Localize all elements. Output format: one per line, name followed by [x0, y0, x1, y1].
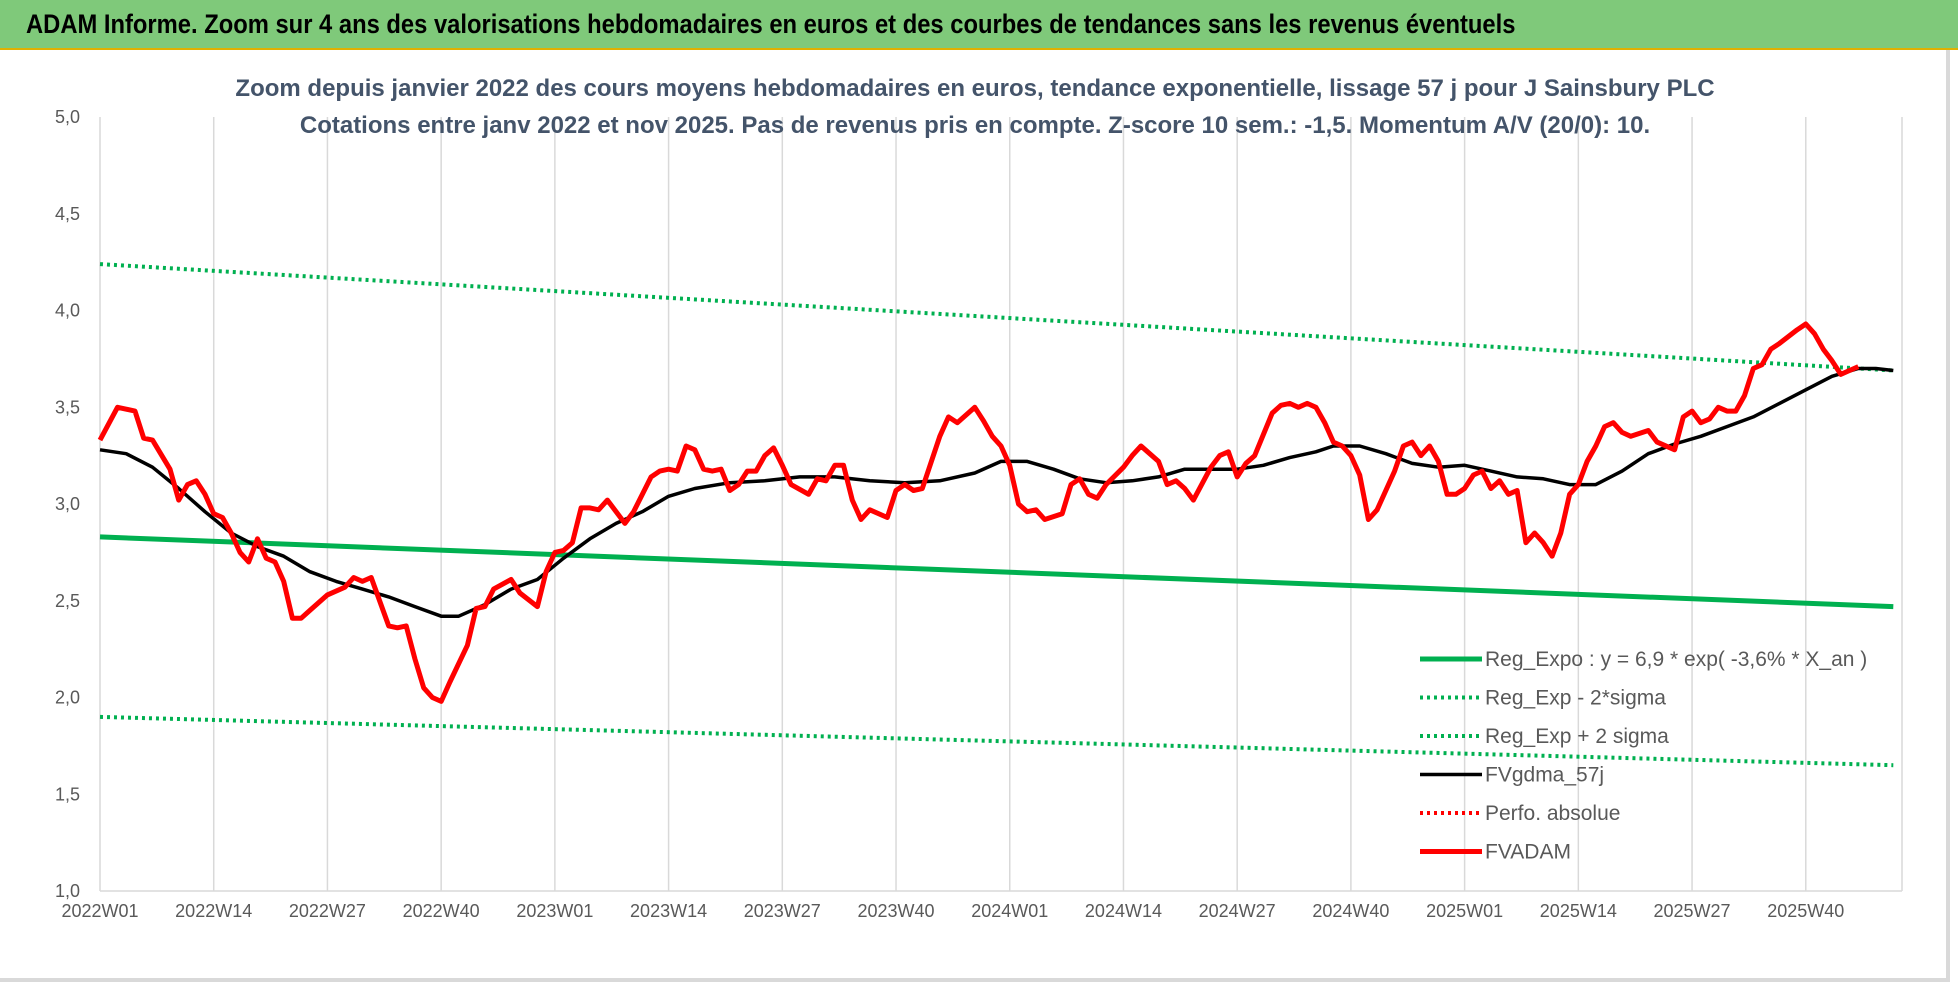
- legend: Reg_Expo : y = 6,9 * exp( -3,6% * X_an )…: [1420, 648, 1867, 864]
- y-tick-label: 5,0: [55, 107, 80, 127]
- legend-label: Reg_Expo : y = 6,9 * exp( -3,6% * X_an ): [1485, 648, 1867, 671]
- y-axis: 1,0 1,5 2,0 2,5 3,0 3,5 4,0 4,5 5,0: [55, 107, 80, 901]
- x-axis: 2022W01 2022W14 2022W27 2022W40 2023W01 2023W…: [61, 890, 1902, 921]
- chart-area: Zoom depuis janvier 2022 des cours moyen…: [0, 50, 1950, 982]
- chart-title: Zoom depuis janvier 2022 des cours moyen…: [235, 75, 1714, 139]
- x-tick-label: 2025W01: [1426, 901, 1503, 921]
- legend-label: Reg_Exp - 2*sigma: [1485, 687, 1666, 710]
- y-tick-label: 1,5: [55, 784, 80, 804]
- series-group: [97, 262, 1894, 768]
- y-tick-label: 1,0: [55, 881, 80, 901]
- header-bar: ADAM Informe. Zoom sur 4 ans des valoris…: [0, 0, 1958, 50]
- series-2-line: [99, 262, 1894, 373]
- chart-title-line: Cotations entre janv 2022 et nov 2025. P…: [300, 112, 1650, 139]
- legend-label: FVADAM: [1485, 841, 1571, 864]
- gridlines: [99, 117, 1903, 891]
- series-0-line: [99, 534, 1894, 610]
- y-tick-label: 2,5: [55, 591, 80, 611]
- legend-label: FVgdma_57j: [1485, 764, 1604, 787]
- series-3-line: [99, 366, 1894, 618]
- y-tick-label: 4,0: [55, 301, 80, 321]
- x-tick-label: 2022W27: [289, 901, 366, 921]
- x-tick-label: 2024W14: [1085, 901, 1162, 921]
- x-tick-label: 2023W14: [630, 901, 707, 921]
- series-5-line: [97, 321, 1860, 704]
- x-tick-label: 2023W01: [516, 901, 593, 921]
- chart-title-line: Zoom depuis janvier 2022 des cours moyen…: [235, 75, 1714, 102]
- x-tick-label: 2022W40: [403, 901, 480, 921]
- x-tick-label: 2024W27: [1199, 901, 1276, 921]
- x-tick-label: 2025W14: [1540, 901, 1617, 921]
- x-tick-label: 2022W01: [61, 901, 138, 921]
- y-tick-label: 4,5: [55, 204, 80, 224]
- x-tick-label: 2025W40: [1767, 901, 1844, 921]
- legend-label: Reg_Exp + 2 sigma: [1485, 725, 1669, 748]
- x-tick-label: 2023W40: [857, 901, 934, 921]
- x-tick-label: 2024W40: [1312, 901, 1389, 921]
- y-tick-label: 3,0: [55, 494, 80, 514]
- line-chart: Zoom depuis janvier 2022 des cours moyen…: [55, 75, 1903, 921]
- x-tick-label: 2024W01: [971, 901, 1048, 921]
- x-tick-label: 2022W14: [175, 901, 252, 921]
- legend-label: Perfo. absolue: [1485, 802, 1620, 825]
- y-tick-label: 3,5: [55, 397, 80, 417]
- x-tick-label: 2023W27: [744, 901, 821, 921]
- series-1-line: [99, 714, 1894, 768]
- header-title: ADAM Informe. Zoom sur 4 ans des valoris…: [26, 9, 1516, 39]
- y-tick-label: 2,0: [55, 688, 80, 708]
- x-tick-label: 2025W27: [1654, 901, 1731, 921]
